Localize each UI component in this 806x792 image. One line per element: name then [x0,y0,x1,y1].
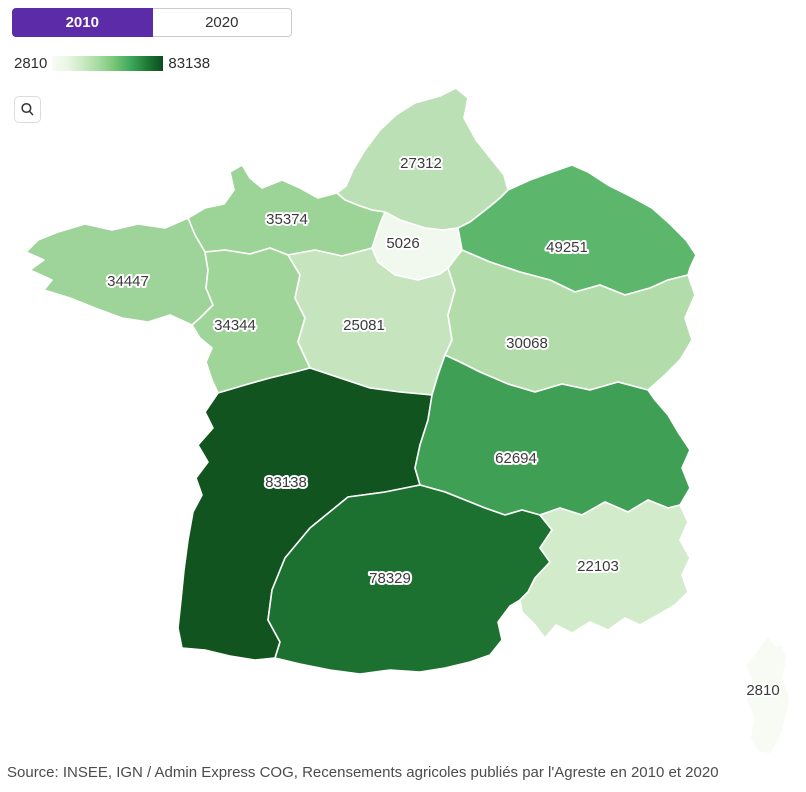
region-value-hauts-de-france: 27312 [400,155,442,172]
region-value-auvergne-rhone-alpes: 62694 [495,450,537,467]
year-toggle: 2010 2020 [12,8,292,37]
map-zoom-button[interactable] [14,96,41,123]
region-value-pays-de-la-loire: 34344 [214,317,256,334]
source-attribution: Source: INSEE, IGN / Admin Express COG, … [7,764,719,781]
region-value-bourgogne-franche-comte: 30068 [506,335,548,352]
region-provence-alpes-cote-d-azur[interactable] [519,499,691,639]
region-value-grand-est: 49251 [546,239,588,256]
toggle-2020[interactable]: 2020 [152,8,292,37]
region-corse[interactable] [744,635,791,755]
region-occitanie[interactable] [267,484,553,675]
toggle-2010[interactable]: 2010 [12,8,153,37]
region-value-nouvelle-aquitaine: 83138 [265,474,307,491]
region-value-occitanie: 78329 [369,570,411,587]
magnifier-icon [21,102,34,116]
color-legend: 2810 83138 [14,54,210,72]
region-value-ile-de-france: 5026 [386,235,419,252]
region-value-bretagne: 34447 [107,273,149,290]
region-bourgogne-franche-comte[interactable] [444,249,696,393]
region-value-normandie: 35374 [266,211,308,228]
region-value-corse: 2810 [746,682,779,699]
legend-min-label: 2810 [14,54,48,72]
legend-max-label: 83138 [168,54,211,72]
legend-gradient-bar [52,55,164,71]
region-value-provence-alpes-cote-d-azur: 22103 [577,558,619,575]
region-bretagne[interactable] [25,217,214,326]
region-value-centre-val-de-loire: 25081 [343,317,385,334]
